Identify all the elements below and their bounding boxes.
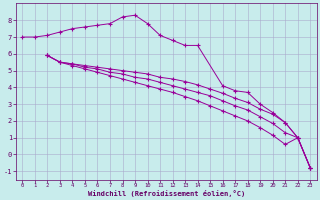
X-axis label: Windchill (Refroidissement éolien,°C): Windchill (Refroidissement éolien,°C) bbox=[88, 190, 245, 197]
